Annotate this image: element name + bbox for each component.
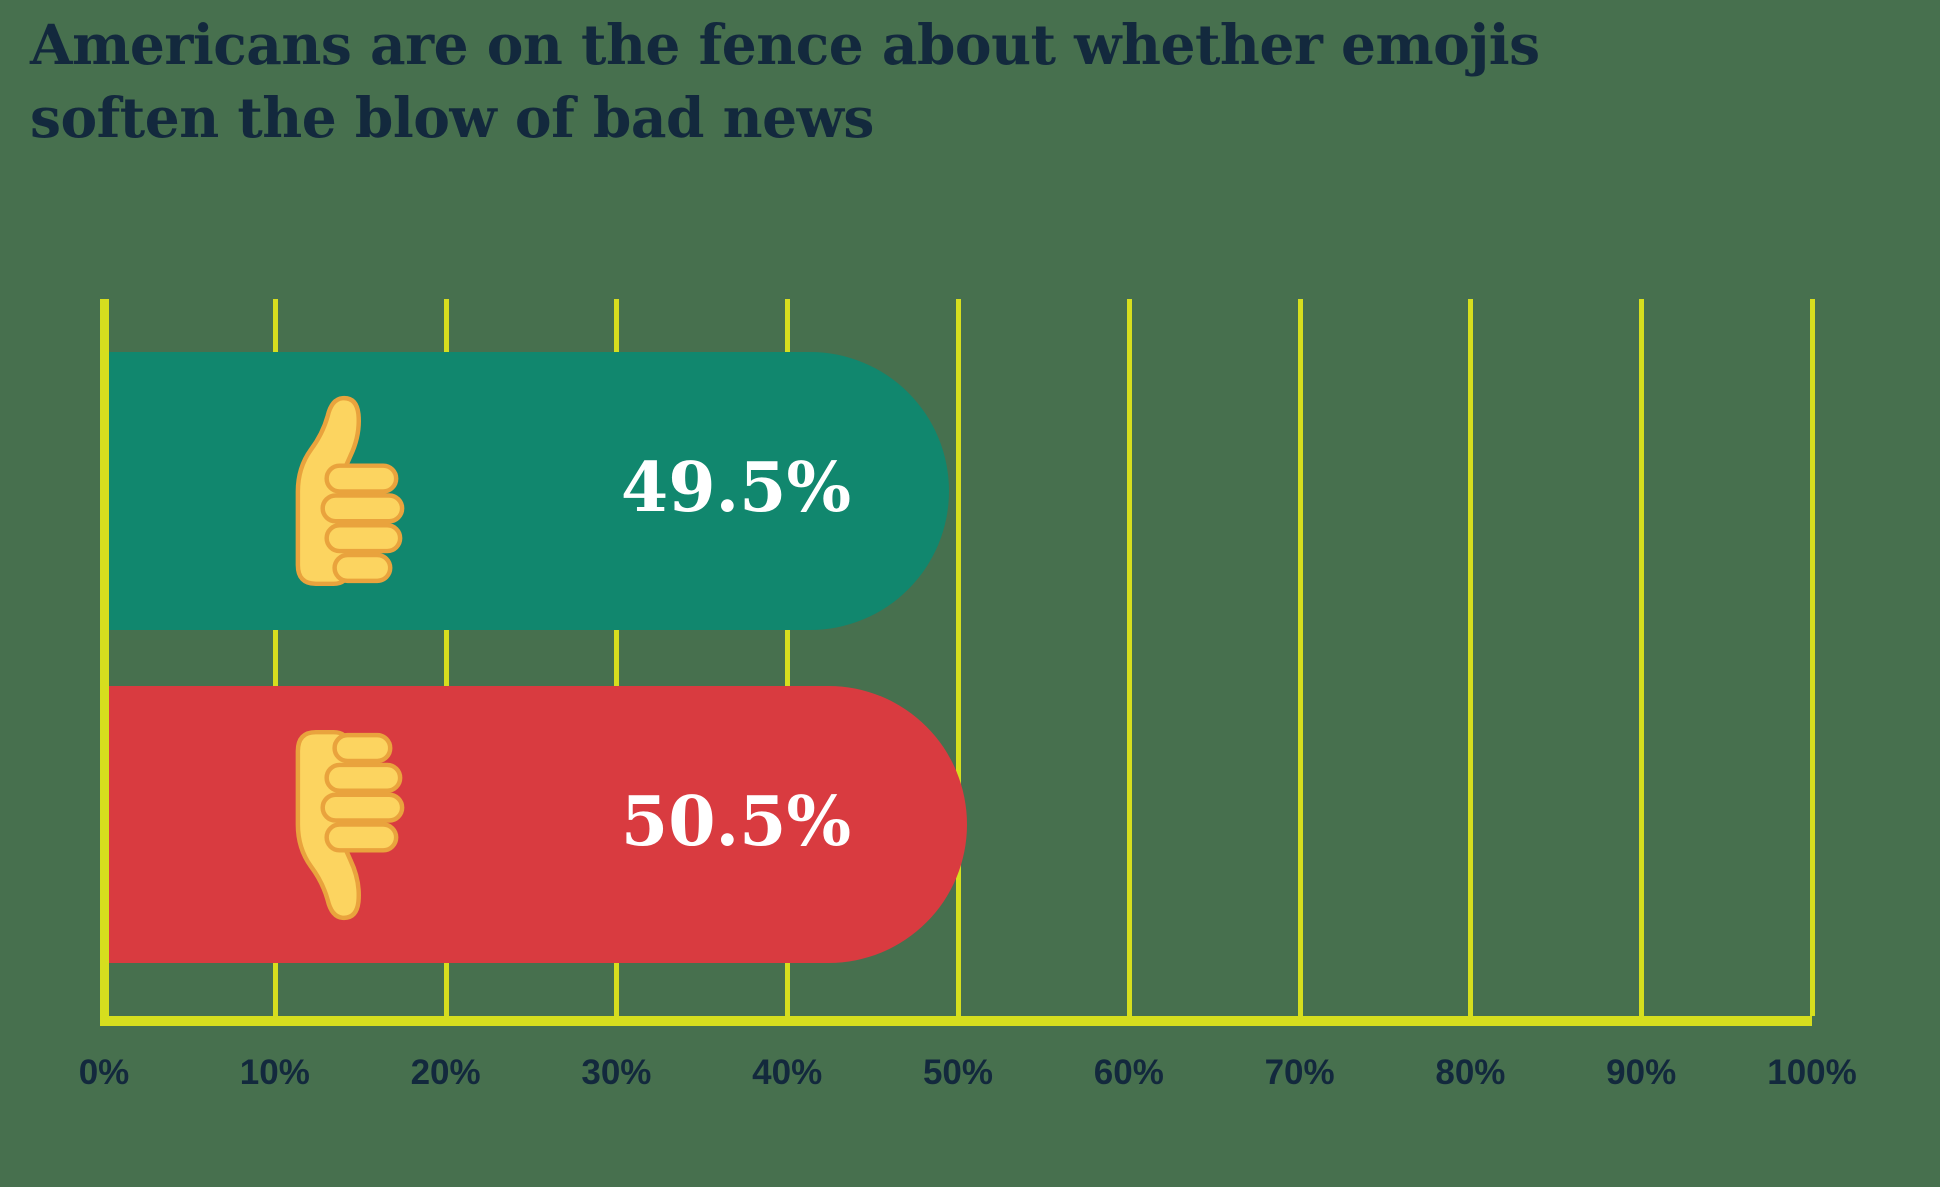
thumbs-down-icon <box>282 727 416 923</box>
thumbs-up-icon <box>282 393 416 589</box>
x-tick-label-20%: 20% <box>410 1053 481 1092</box>
gridline-80% <box>1468 299 1474 1016</box>
x-tick-label-100%: 100% <box>1767 1053 1857 1092</box>
gridline-20% <box>443 299 449 1016</box>
x-tick-label-30%: 30% <box>581 1053 652 1092</box>
chart-title-line1: Americans are on the fence about whether… <box>30 12 1540 77</box>
gridline-90% <box>1639 299 1645 1016</box>
y-axis-line <box>100 299 109 1026</box>
gridline-40% <box>785 299 791 1016</box>
x-tick-label-50%: 50% <box>922 1053 994 1092</box>
x-tick-label-10%: 10% <box>239 1053 310 1092</box>
gridline-30% <box>614 299 620 1016</box>
x-tick-label-60%: 60% <box>1093 1053 1164 1092</box>
x-tick-label-80%: 80% <box>1435 1053 1506 1092</box>
gridline-10% <box>272 299 278 1016</box>
bar-thumbs-down: 50.5% <box>104 686 967 963</box>
gridline-60% <box>1126 299 1132 1016</box>
x-tick-label-90%: 90% <box>1606 1053 1677 1092</box>
gridline-70% <box>1297 299 1303 1016</box>
x-tick-label-0%: 0% <box>78 1053 130 1092</box>
bar-chart: 49.5% 50.5% 0% 10% 20% 30% 40% 50% 60% 70% 80% 90%… <box>79 299 1857 1092</box>
gridline-50% <box>956 299 961 1016</box>
x-tick-label-40%: 40% <box>752 1053 823 1092</box>
bar-thumbs-up: 49.5% <box>104 352 950 630</box>
chart-title-line2: soften the blow of bad news <box>30 85 874 150</box>
chart-title: Americans are on the fence about whether… <box>30 8 1540 154</box>
x-axis-line <box>100 1016 1812 1026</box>
bar-value-label-thumbs-up: 49.5% <box>620 447 852 528</box>
gridline-100% <box>1810 299 1815 1016</box>
x-tick-label-70%: 70% <box>1264 1053 1335 1092</box>
bar-value-label-thumbs-down: 50.5% <box>620 781 852 862</box>
